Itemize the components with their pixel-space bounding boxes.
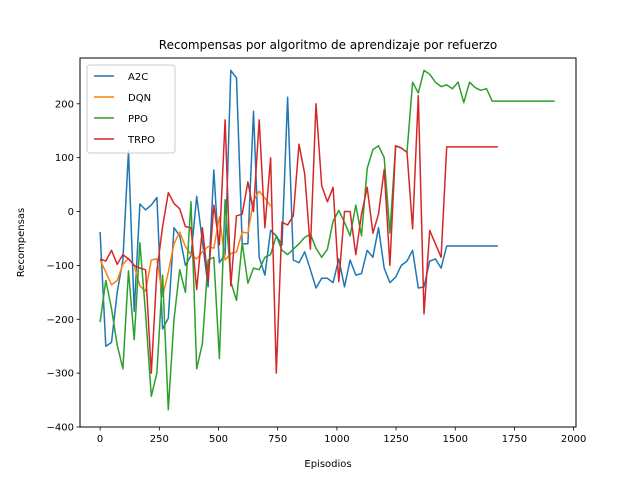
legend-label-a2c: A2C: [128, 72, 148, 83]
series-line-ppo: [99, 69, 555, 411]
y-tick-label: −200: [47, 315, 74, 326]
axes-frame: [79, 57, 577, 428]
legend-label-trpo: TRPO: [127, 135, 155, 146]
chart-title: Recompensas por algoritmo de aprendizaje…: [159, 38, 497, 52]
series-line-trpo: [99, 94, 498, 374]
series-layer: [99, 69, 555, 411]
x-tick-label: 500: [209, 434, 228, 445]
legend-label-ppo: PPO: [128, 114, 148, 125]
x-tick-label: 1750: [502, 434, 527, 445]
y-tick-label: −100: [47, 261, 74, 272]
x-tick-label: 250: [150, 434, 169, 445]
y-tick-label: 0: [68, 207, 74, 218]
y-axis-title: Recompensas: [16, 208, 27, 277]
x-tick-label: 1250: [383, 434, 408, 445]
legend-label-dqn: DQN: [128, 93, 151, 104]
series-line-a2c: [99, 69, 498, 347]
legend: A2C DQN PPO TRPO: [86, 64, 176, 154]
y-tick-label: 100: [55, 153, 74, 164]
plot-area: [79, 57, 577, 428]
x-tick-label: 1500: [443, 434, 468, 445]
x-axis-ticks: 0 250 500 750 1000 1250 1500 1750 2000: [97, 427, 586, 445]
x-tick-label: 750: [268, 434, 287, 445]
x-tick-label: 0: [97, 434, 103, 445]
y-tick-label: −400: [47, 423, 74, 434]
x-tick-label: 2000: [561, 434, 586, 445]
y-axis-ticks: −400 −300 −200 −100 0 100 200: [47, 99, 80, 434]
x-tick-label: 1000: [324, 434, 349, 445]
y-tick-label: 200: [55, 99, 74, 110]
x-axis-title: Episodios: [304, 459, 351, 470]
legend-box: [86, 64, 176, 154]
y-tick-label: −300: [47, 369, 74, 380]
